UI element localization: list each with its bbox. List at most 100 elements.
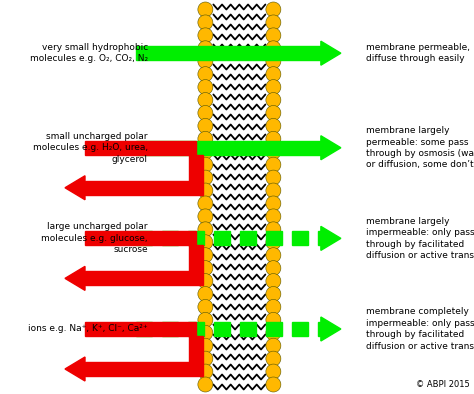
Circle shape	[198, 15, 213, 30]
Polygon shape	[321, 317, 341, 341]
Bar	[213, 2, 265, 392]
Bar	[136, 141, 321, 155]
Circle shape	[266, 377, 281, 392]
Circle shape	[198, 235, 213, 250]
Circle shape	[198, 183, 213, 198]
Circle shape	[198, 364, 213, 379]
Circle shape	[198, 209, 213, 224]
Bar	[189, 155, 203, 181]
Circle shape	[198, 2, 213, 17]
Bar	[162, 231, 178, 245]
Circle shape	[266, 338, 281, 353]
Circle shape	[266, 364, 281, 379]
Circle shape	[266, 15, 281, 30]
Circle shape	[266, 286, 281, 301]
Polygon shape	[65, 357, 85, 381]
Circle shape	[266, 54, 281, 69]
Bar	[85, 141, 196, 155]
Circle shape	[198, 118, 213, 134]
Circle shape	[198, 248, 213, 263]
Circle shape	[198, 196, 213, 211]
Bar	[292, 322, 308, 336]
Circle shape	[266, 235, 281, 250]
Circle shape	[198, 273, 213, 288]
Bar	[85, 181, 203, 195]
Circle shape	[198, 106, 213, 121]
Circle shape	[266, 312, 281, 327]
Text: very small hydrophobic
molecules e.g. O₂, CO₂, N₂: very small hydrophobic molecules e.g. O₂…	[30, 43, 148, 63]
Polygon shape	[321, 227, 341, 250]
Bar	[266, 231, 282, 245]
Circle shape	[198, 338, 213, 353]
Bar	[136, 46, 321, 60]
Circle shape	[266, 260, 281, 276]
Bar	[136, 322, 152, 336]
Bar	[318, 231, 321, 245]
Bar	[240, 231, 256, 245]
Circle shape	[198, 80, 213, 95]
Circle shape	[266, 273, 281, 288]
Circle shape	[266, 209, 281, 224]
Bar	[266, 322, 282, 336]
Bar	[214, 231, 230, 245]
Text: membrane largely
permeable: some pass
through by osmosis (water)
or diffusion, s: membrane largely permeable: some pass th…	[366, 126, 474, 169]
Circle shape	[198, 54, 213, 69]
Circle shape	[198, 67, 213, 82]
Circle shape	[198, 351, 213, 366]
Circle shape	[266, 299, 281, 314]
Bar	[85, 362, 203, 376]
Text: small uncharged polar
molecules e.g. H₂O, urea,
glycerol: small uncharged polar molecules e.g. H₂O…	[33, 132, 148, 164]
Circle shape	[266, 106, 281, 121]
Text: © ABPI 2015: © ABPI 2015	[416, 380, 470, 389]
Circle shape	[198, 222, 213, 237]
Bar	[240, 322, 256, 336]
Circle shape	[198, 325, 213, 340]
Bar	[188, 322, 204, 336]
Circle shape	[198, 131, 213, 146]
Circle shape	[198, 93, 213, 108]
Bar	[292, 231, 308, 245]
Bar	[214, 322, 230, 336]
Circle shape	[266, 131, 281, 146]
Circle shape	[266, 196, 281, 211]
Bar	[85, 271, 203, 285]
Bar	[85, 322, 196, 336]
Polygon shape	[65, 176, 85, 200]
Text: membrane completely
impermeable: only pass
through by facilitated
diffusion or a: membrane completely impermeable: only pa…	[366, 307, 474, 351]
Text: large uncharged polar
molecules e.g. glucose,
sucrose: large uncharged polar molecules e.g. glu…	[41, 223, 148, 254]
Text: ions e.g. Na⁺, K⁺, Cl⁻, Ca²⁺: ions e.g. Na⁺, K⁺, Cl⁻, Ca²⁺	[28, 325, 148, 333]
Circle shape	[198, 28, 213, 43]
Circle shape	[266, 67, 281, 82]
Circle shape	[266, 118, 281, 134]
Circle shape	[266, 28, 281, 43]
Circle shape	[198, 41, 213, 56]
Bar	[162, 322, 178, 336]
Circle shape	[266, 325, 281, 340]
Circle shape	[266, 351, 281, 366]
Polygon shape	[321, 41, 341, 65]
Circle shape	[198, 260, 213, 276]
Polygon shape	[321, 136, 341, 160]
Circle shape	[266, 144, 281, 159]
Bar	[136, 231, 152, 245]
Polygon shape	[65, 266, 85, 290]
Circle shape	[266, 183, 281, 198]
Circle shape	[266, 157, 281, 172]
Bar	[189, 245, 203, 271]
Circle shape	[198, 286, 213, 301]
Bar	[85, 231, 196, 245]
Circle shape	[198, 299, 213, 314]
Circle shape	[198, 170, 213, 185]
Circle shape	[266, 222, 281, 237]
Circle shape	[198, 157, 213, 172]
Circle shape	[266, 170, 281, 185]
Text: membrane permeable,
diffuse through easily: membrane permeable, diffuse through easi…	[366, 43, 470, 63]
Text: membrane largely
impermeable: only pass
through by facilitated
diffusion or acti: membrane largely impermeable: only pass …	[366, 217, 474, 260]
Circle shape	[266, 93, 281, 108]
Circle shape	[198, 144, 213, 159]
Circle shape	[266, 2, 281, 17]
Circle shape	[266, 248, 281, 263]
Bar	[189, 336, 203, 362]
Circle shape	[266, 80, 281, 95]
Circle shape	[266, 41, 281, 56]
